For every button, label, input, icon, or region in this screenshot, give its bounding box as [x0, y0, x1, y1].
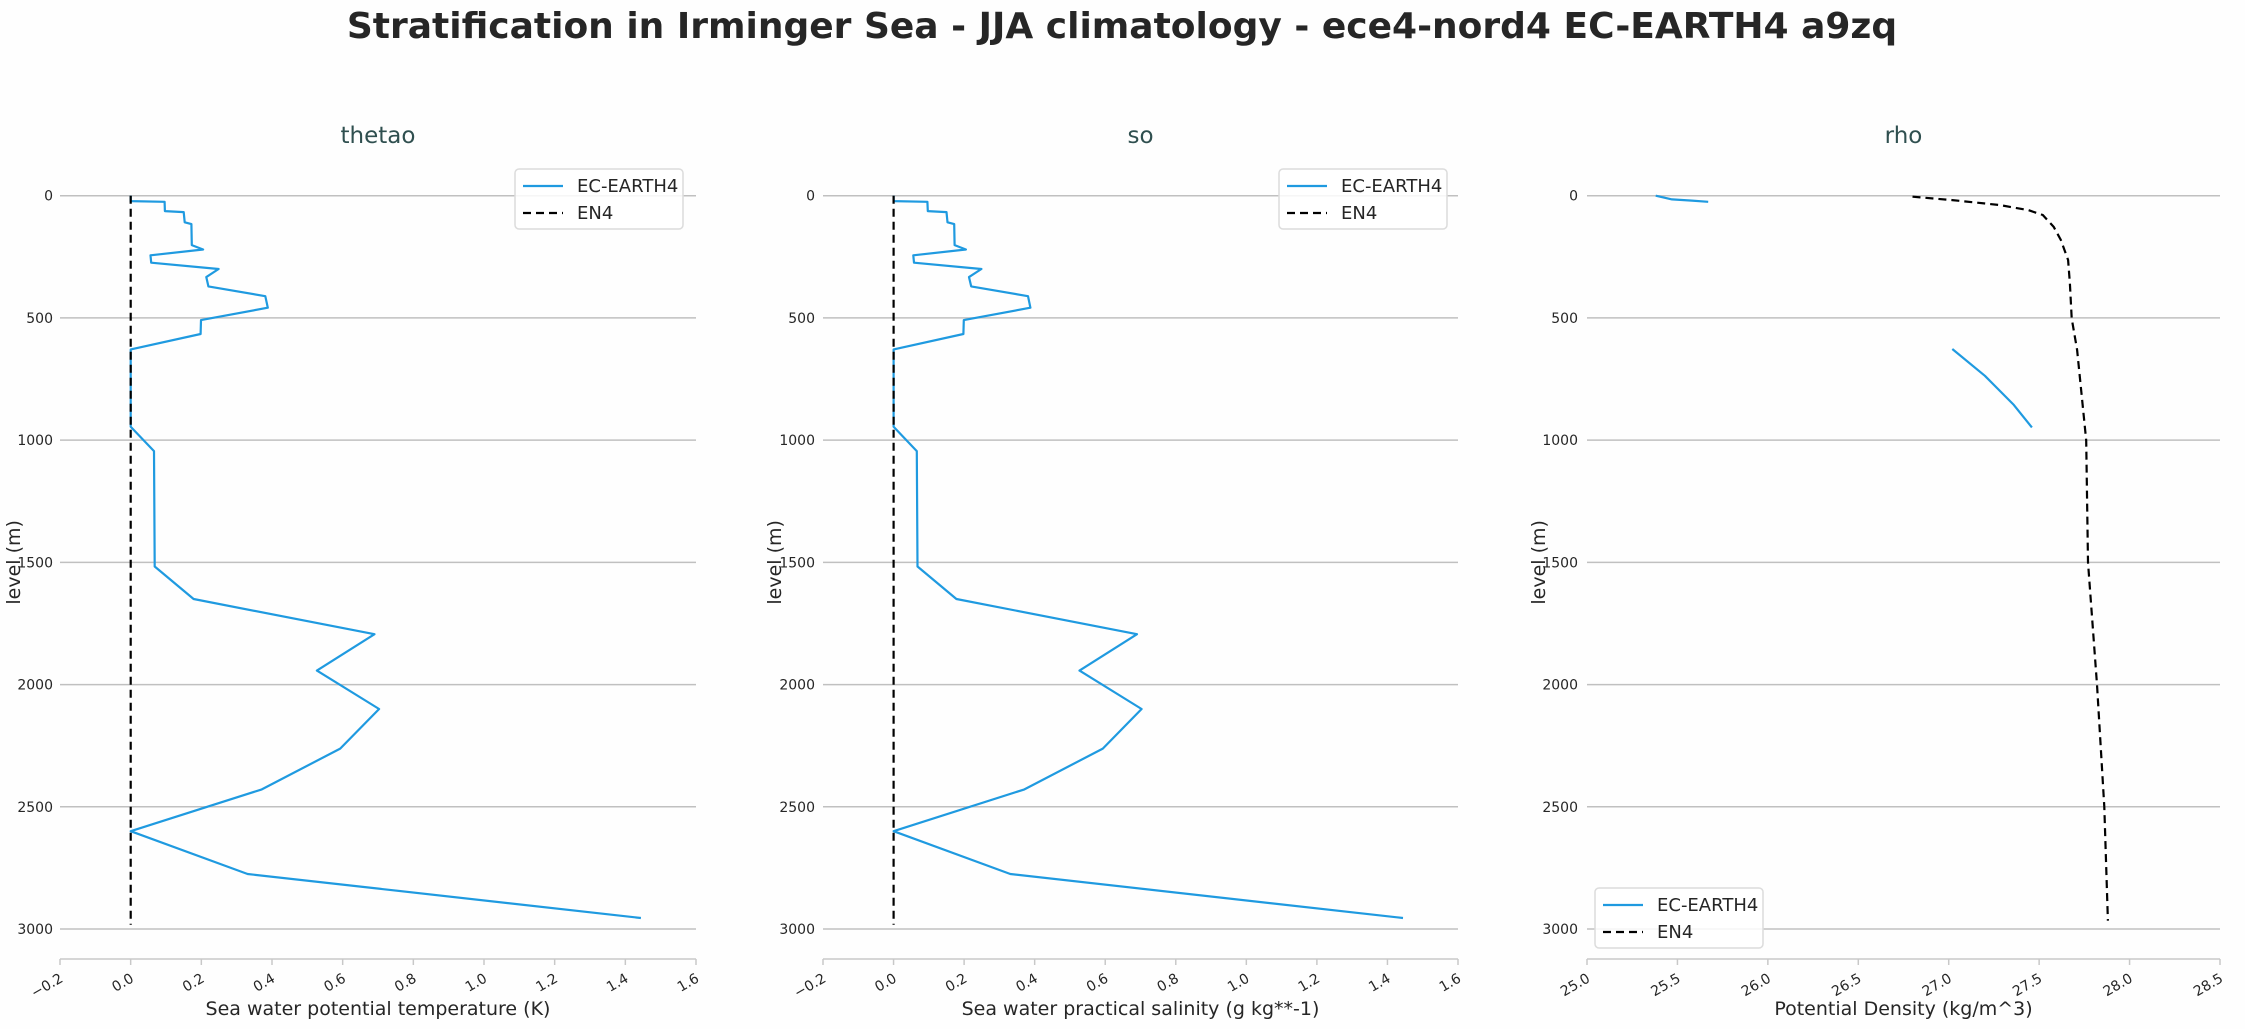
- series-line-ec-earth4: [1951, 348, 2033, 429]
- y-tick-label: 1500: [17, 555, 53, 571]
- x-tick-label: 0.8: [1154, 971, 1181, 996]
- y-tick-label: 0: [806, 189, 815, 205]
- y-tick-label: 2000: [1542, 678, 1578, 694]
- legend-label: EC-EARTH4: [577, 176, 678, 197]
- panel-thetao: thetao 0 500 1000 1500 2000 2500 3000 −0.2 0.0 0.2…: [3, 123, 702, 1020]
- x-axis-label: Sea water practical salinity (g kg**-1): [962, 998, 1320, 1020]
- x-tick-label: 0.6: [321, 971, 348, 996]
- legend-label: EN4: [577, 203, 613, 224]
- y-tick-label: 3000: [1542, 922, 1578, 938]
- y-tick-label: 1500: [1542, 555, 1578, 571]
- x-tick-label: 1.4: [604, 971, 631, 996]
- x-tick-label: 1.0: [1225, 971, 1252, 996]
- y-tick-label: 1500: [779, 555, 815, 571]
- y-tick-label: 2500: [17, 800, 53, 816]
- series-line-ec-earth4: [892, 195, 1404, 920]
- series-line-ec-earth4: [1655, 194, 1709, 203]
- legend: EC-EARTH4 EN4: [514, 168, 684, 230]
- legend: EC-EARTH4 EN4: [1278, 168, 1448, 230]
- subplot-title: rho: [1885, 123, 1923, 149]
- y-tick-label: 1000: [779, 433, 815, 449]
- y-tick-label: 0: [1569, 189, 1578, 205]
- x-tick-label: 0.0: [109, 971, 136, 996]
- figure-title: Stratification in Irminger Sea - JJA cli…: [347, 6, 1897, 47]
- x-tick-label: 0.4: [1013, 971, 1040, 996]
- y-tick-label: 2500: [779, 800, 815, 816]
- legend-label: EN4: [1657, 922, 1693, 943]
- panel-rho: rho 0 500 1000 1500 2000 2500 3000 25.0 25.5 26.0 2…: [1528, 123, 2226, 1020]
- x-tick-label: 25.0: [1558, 971, 1593, 1000]
- y-tick-label: 0: [44, 189, 53, 205]
- y-tick-label: 500: [26, 311, 53, 327]
- x-axis-label: Sea water potential temperature (K): [206, 998, 551, 1020]
- subplot-title: so: [1127, 123, 1153, 149]
- panel-so: so 0 500 1000 1500 2000 2500 3000 −0.2 0.0 0.2 0.4 0…: [764, 123, 1464, 1020]
- y-tick-label: 1000: [17, 433, 53, 449]
- x-tick-label: 28.0: [2101, 971, 2136, 1000]
- x-tick-label: 0.6: [1084, 971, 1111, 996]
- y-tick-label: 3000: [779, 922, 815, 938]
- y-axis-label: level (m): [3, 520, 25, 605]
- x-tick-label: −0.2: [792, 971, 829, 1002]
- y-axis-label: level (m): [764, 520, 786, 605]
- legend-label: EN4: [1341, 203, 1377, 224]
- y-tick-label: 1000: [1542, 433, 1578, 449]
- x-tick-label: 28.5: [2191, 971, 2226, 1000]
- panels: thetao 0 500 1000 1500 2000 2500 3000 −0.2 0.0 0.2…: [3, 123, 2226, 1020]
- x-tick-label: 25.5: [1648, 971, 1683, 1000]
- x-tick-label: 0.8: [392, 971, 419, 996]
- y-tick-label: 500: [1551, 311, 1578, 327]
- x-tick-label: 26.5: [1829, 971, 1864, 1000]
- x-tick-label: 27.5: [2010, 971, 2045, 1000]
- series-line-ec-earth4: [129, 195, 642, 920]
- y-tick-label: 500: [788, 311, 815, 327]
- x-tick-label: 27.0: [1920, 971, 1955, 1000]
- y-tick-label: 2500: [1542, 800, 1578, 816]
- x-tick-label: 1.2: [533, 971, 560, 996]
- x-tick-label: 0.0: [872, 971, 899, 996]
- legend-label: EC-EARTH4: [1341, 176, 1442, 197]
- y-tick-label: 2000: [17, 678, 53, 694]
- x-tick-label: 0.2: [943, 971, 970, 996]
- x-tick-label: −0.2: [29, 971, 66, 1002]
- x-axis-label: Potential Density (kg/m^3): [1774, 998, 2032, 1020]
- x-tick-label: 1.6: [675, 971, 702, 996]
- x-tick-label: 1.6: [1437, 971, 1464, 996]
- legend-label: EC-EARTH4: [1657, 895, 1758, 916]
- x-tick-label: 0.2: [180, 971, 207, 996]
- x-tick-label: 1.4: [1366, 971, 1393, 996]
- x-tick-label: 1.0: [463, 971, 490, 996]
- y-axis-label: level (m): [1528, 520, 1550, 605]
- legend: EC-EARTH4 EN4: [1594, 887, 1764, 949]
- y-tick-label: 2000: [779, 678, 815, 694]
- x-tick-label: 26.0: [1739, 971, 1774, 1000]
- series-line-en4: [1912, 195, 2109, 921]
- x-tick-label: 1.2: [1296, 971, 1323, 996]
- subplot-title: thetao: [341, 123, 416, 149]
- y-tick-label: 3000: [17, 922, 53, 938]
- x-tick-label: 0.4: [251, 971, 278, 996]
